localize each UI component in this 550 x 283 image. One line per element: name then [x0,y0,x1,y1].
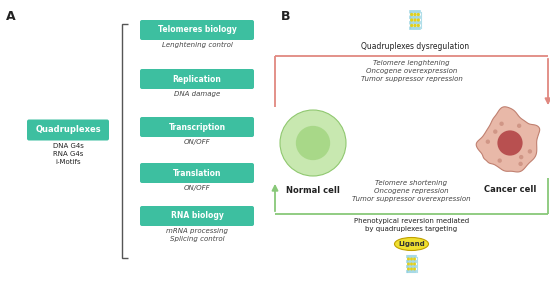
Text: ON/OFF: ON/OFF [184,139,210,145]
Circle shape [417,18,420,22]
Circle shape [407,267,410,271]
Circle shape [280,110,346,176]
FancyBboxPatch shape [409,27,421,30]
Circle shape [527,149,532,154]
Text: Transcription: Transcription [168,123,225,132]
Circle shape [486,140,490,144]
Text: Phenotypical reversion mediated
by quadruplexes targeting: Phenotypical reversion mediated by quadr… [354,218,469,232]
Circle shape [410,258,413,260]
FancyBboxPatch shape [27,119,109,140]
Circle shape [413,258,416,260]
Text: Lenghtening control: Lenghtening control [162,42,233,48]
Circle shape [499,122,504,126]
Circle shape [410,263,413,265]
FancyBboxPatch shape [140,117,254,137]
Circle shape [296,126,330,160]
Text: A: A [6,10,15,23]
Circle shape [417,13,420,16]
Text: Translation: Translation [173,168,221,177]
Circle shape [497,130,522,156]
FancyBboxPatch shape [409,10,421,13]
Circle shape [493,129,498,134]
Text: Cancer cell: Cancer cell [484,185,536,194]
Text: Quadruplexes: Quadruplexes [35,125,101,134]
Circle shape [417,24,420,27]
Circle shape [413,263,416,265]
Circle shape [414,13,417,16]
Text: Ligand: Ligand [398,241,425,247]
FancyBboxPatch shape [140,163,254,183]
Text: DNA G4s
RNA G4s
i-Motifs: DNA G4s RNA G4s i-Motifs [53,143,84,166]
Circle shape [410,267,413,271]
Text: Replication: Replication [173,74,222,83]
Text: Telomeres biology: Telomeres biology [157,25,236,35]
Polygon shape [476,107,540,172]
Text: DNA damage: DNA damage [174,91,220,97]
Circle shape [519,155,524,159]
FancyBboxPatch shape [140,206,254,226]
Circle shape [414,24,417,27]
Circle shape [410,24,414,27]
Text: Telomere shortening
Oncogene repression
Tumor suppressor overexpression: Telomere shortening Oncogene repression … [352,180,471,202]
Circle shape [519,162,523,166]
Text: mRNA processing
Splicing control: mRNA processing Splicing control [166,228,228,242]
FancyBboxPatch shape [406,270,417,273]
Ellipse shape [394,237,428,250]
Text: ON/OFF: ON/OFF [184,185,210,191]
Circle shape [410,18,414,22]
Text: Quadruplexes dysregulation: Quadruplexes dysregulation [361,42,469,51]
Circle shape [407,258,410,260]
Text: Normal cell: Normal cell [286,186,340,195]
Circle shape [517,124,521,128]
Circle shape [498,158,502,163]
FancyBboxPatch shape [406,265,417,268]
FancyBboxPatch shape [406,260,417,263]
Text: B: B [281,10,290,23]
Text: RNA biology: RNA biology [170,211,223,220]
FancyBboxPatch shape [409,21,421,24]
Circle shape [407,263,410,265]
Circle shape [410,13,414,16]
Text: Telomere lenghtening
Oncogene overexpression
Tumor suppressor repression: Telomere lenghtening Oncogene overexpres… [361,60,463,82]
Circle shape [414,18,417,22]
Circle shape [413,267,416,271]
FancyBboxPatch shape [406,255,417,258]
FancyBboxPatch shape [140,69,254,89]
FancyBboxPatch shape [140,20,254,40]
FancyBboxPatch shape [409,16,421,19]
